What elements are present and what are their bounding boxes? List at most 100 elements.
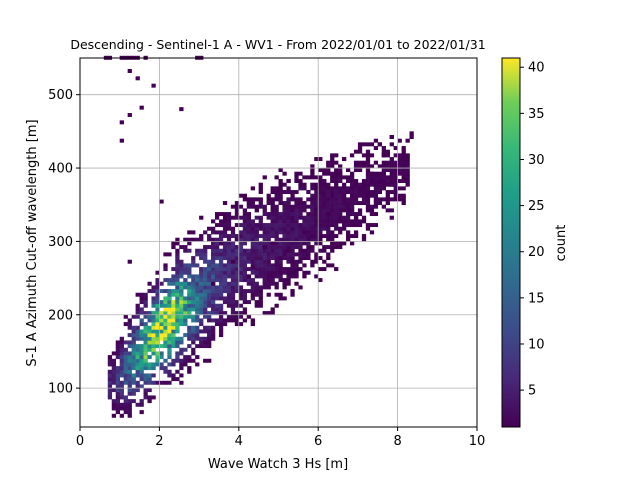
- heatmap-cell: [397, 168, 402, 173]
- heatmap-cell: [155, 380, 160, 385]
- heatmap-cell: [171, 292, 176, 297]
- heatmap-cell: [266, 226, 271, 231]
- heatmap-cell: [135, 329, 140, 334]
- heatmap-cell: [187, 366, 192, 371]
- heatmap-cell: [397, 197, 402, 202]
- heatmap-cell: [199, 292, 204, 297]
- heatmap-cell: [274, 234, 279, 239]
- heatmap-cell: [139, 362, 144, 367]
- heatmap-cell: [254, 274, 259, 279]
- heatmap-cell: [274, 245, 279, 250]
- heatmap-cell: [298, 201, 303, 206]
- heatmap-cell: [119, 366, 124, 371]
- heatmap-cell: [262, 270, 267, 275]
- heatmap-cell: [175, 285, 180, 290]
- heatmap-cell: [167, 318, 172, 323]
- heatmap-cell: [326, 204, 331, 209]
- heatmap-cell: [187, 355, 192, 360]
- heatmap-cell: [266, 281, 271, 286]
- heatmap-cell: [330, 208, 335, 213]
- heatmap-cell: [242, 248, 248, 253]
- heatmap-cell: [322, 193, 327, 198]
- heatmap-cell: [258, 292, 263, 297]
- heatmap-cell: [270, 274, 275, 279]
- heatmap-cell: [155, 303, 160, 308]
- heatmap-cell: [365, 201, 371, 206]
- heatmap-cell: [314, 237, 319, 242]
- heatmap-cell: [318, 219, 323, 224]
- heatmap-cell: [345, 179, 351, 184]
- heatmap-cell: [143, 355, 148, 360]
- heatmap-cell: [230, 311, 236, 316]
- heatmap-cell: [203, 267, 208, 272]
- heatmap-cell: [334, 219, 339, 224]
- heatmap-cell: [167, 325, 172, 330]
- heatmap-cell: [175, 303, 180, 308]
- heatmap-cell: [369, 142, 375, 147]
- heatmap-cell: [107, 384, 113, 389]
- heatmap-cell: [163, 358, 168, 363]
- heatmap-cell: [345, 190, 351, 195]
- heatmap-cell: [381, 186, 386, 191]
- heatmap-cell: [123, 340, 128, 345]
- heatmap-cell: [238, 234, 244, 239]
- heatmap-cell: [373, 212, 379, 217]
- heatmap-cell: [389, 208, 394, 213]
- heatmap-cell: [183, 318, 188, 323]
- heatmap-cell: [353, 164, 359, 169]
- heatmap-cell: [230, 289, 236, 294]
- heatmap-cell: [258, 226, 263, 231]
- heatmap-cell: [322, 171, 327, 176]
- heatmap-cell: [155, 362, 160, 367]
- heatmap-cell: [127, 369, 132, 374]
- heatmap-cell: [222, 212, 228, 217]
- heatmap-cell: [151, 351, 156, 356]
- heatmap-cell: [306, 190, 311, 195]
- heatmap-cell: [115, 391, 120, 396]
- heatmap-cell: [322, 197, 327, 202]
- heatmap-cell: [334, 175, 339, 180]
- heatmap-cell: [135, 369, 140, 374]
- heatmap-cell: [369, 171, 375, 176]
- heatmap-cell: [135, 388, 140, 393]
- heatmap-cell: [365, 186, 371, 191]
- heatmap-cell: [218, 329, 224, 334]
- heatmap-cell: [226, 234, 232, 239]
- heatmap-cell: [214, 292, 220, 297]
- heatmap-cell: [143, 366, 148, 371]
- heatmap-cell: [334, 234, 339, 239]
- heatmap-cell: [254, 204, 259, 209]
- heatmap-cell: [222, 215, 228, 220]
- heatmap-cell: [183, 333, 188, 338]
- heatmap-cell: [322, 212, 327, 217]
- heatmap-cell: [175, 311, 180, 316]
- heatmap-cell: [393, 182, 398, 187]
- heatmap-cell: [342, 157, 347, 162]
- heatmap-cell: [258, 234, 263, 239]
- heatmap-cell: [306, 237, 311, 242]
- heatmap-cell: [306, 175, 311, 180]
- heatmap-cell: [278, 252, 283, 257]
- heatmap-cell: [171, 362, 176, 367]
- heatmap-cell: [135, 325, 140, 330]
- heatmap-cell: [365, 153, 371, 158]
- heatmap-cell: [298, 204, 303, 209]
- heatmap-cell: [262, 204, 267, 209]
- heatmap-cell: [294, 201, 299, 206]
- heatmap-cell: [310, 234, 315, 239]
- heatmap-cell: [147, 281, 152, 286]
- heatmap-cell: [365, 179, 371, 184]
- heatmap-cell: [191, 230, 196, 235]
- heatmap-cell: [342, 204, 347, 209]
- heatmap-cell: [345, 223, 351, 228]
- heatmap-cell: [318, 168, 323, 173]
- heatmap-cell: [373, 204, 379, 209]
- heatmap-cell: [226, 318, 232, 323]
- heatmap-cell: [286, 274, 291, 279]
- heatmap-cell: [175, 259, 180, 264]
- heatmap-cell: [214, 318, 220, 323]
- heatmap-cell: [163, 314, 168, 319]
- heatmap-cell: [139, 333, 144, 338]
- heatmap-cell: [302, 263, 307, 268]
- heatmap-cell: [270, 186, 275, 191]
